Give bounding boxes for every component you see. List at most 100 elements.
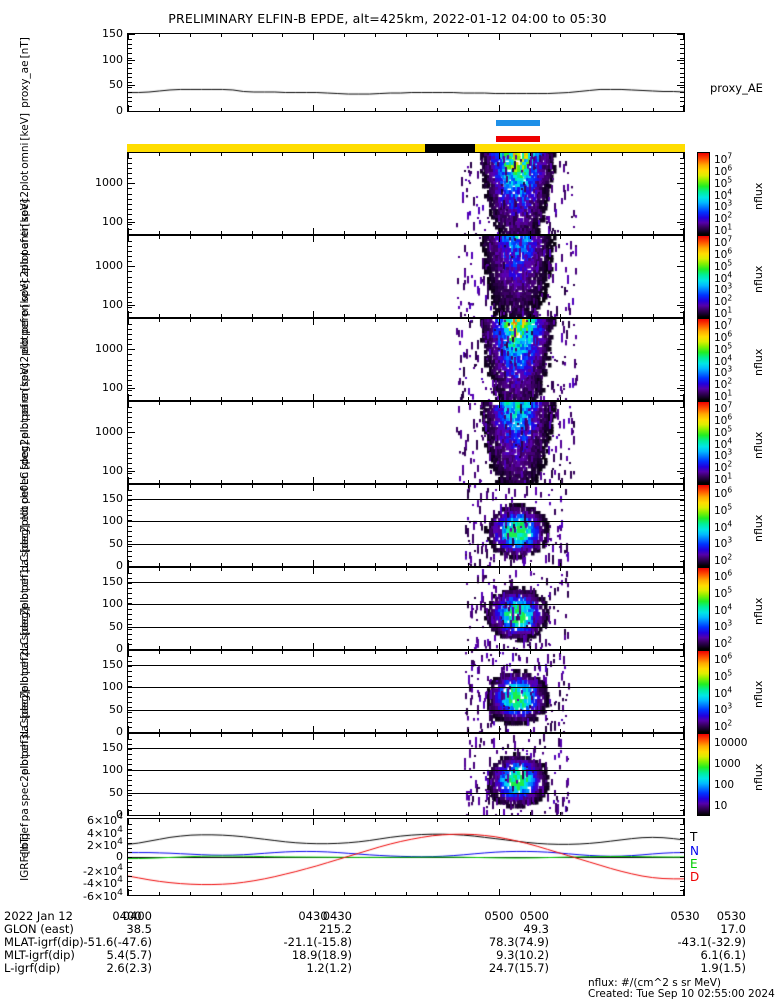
major-tick xyxy=(128,34,129,40)
minor-tick xyxy=(680,886,684,887)
minor-tick xyxy=(159,34,160,37)
minor-tick xyxy=(560,892,561,895)
minor-tick xyxy=(128,531,132,532)
minor-tick xyxy=(530,651,531,654)
minor-tick xyxy=(680,593,684,594)
tick-mark xyxy=(677,815,684,816)
minor-tick xyxy=(680,312,684,313)
colorbar-tick-label: 104 xyxy=(714,186,733,202)
minor-tick xyxy=(282,651,283,654)
igrf-legend-E: E xyxy=(690,857,698,871)
minor-tick xyxy=(468,734,469,737)
spectrogram-elb_pef_en_spec2plot_perp xyxy=(128,319,684,400)
minor-tick xyxy=(128,297,132,298)
major-tick xyxy=(313,889,314,895)
major-tick xyxy=(313,809,314,815)
minor-tick xyxy=(680,44,684,45)
y-tick-label: 4×104 xyxy=(86,823,123,840)
minor-tick xyxy=(530,319,531,322)
minor-tick xyxy=(653,734,654,737)
minor-tick xyxy=(190,651,191,654)
minor-tick xyxy=(680,106,684,107)
minor-tick xyxy=(128,780,132,781)
major-tick xyxy=(128,809,129,815)
footer-cell-time: 0530 xyxy=(716,909,746,923)
minor-tick xyxy=(680,168,684,169)
igrf-legend-N: N xyxy=(690,844,699,858)
colorbar-gradient xyxy=(698,485,709,566)
minor-tick xyxy=(128,256,132,257)
minor-tick xyxy=(680,800,684,801)
minor-tick xyxy=(680,63,684,64)
minor-tick xyxy=(159,812,160,815)
x-tick-label: 0500 xyxy=(484,909,514,923)
minor-tick xyxy=(221,236,222,239)
tick-mark xyxy=(677,305,684,306)
major-tick xyxy=(499,311,500,317)
minor-tick xyxy=(591,153,592,156)
minor-tick xyxy=(344,314,345,317)
minor-tick xyxy=(344,319,345,322)
minor-tick xyxy=(680,385,684,386)
minor-tick xyxy=(128,266,132,267)
minor-tick xyxy=(128,360,132,361)
minor-tick xyxy=(622,402,623,405)
major-tick xyxy=(128,889,129,895)
minor-tick xyxy=(128,634,132,635)
minor-tick xyxy=(344,819,345,822)
major-tick xyxy=(683,402,684,408)
minor-tick xyxy=(159,734,160,737)
minor-tick xyxy=(468,314,469,317)
igrf-legend-D: D xyxy=(690,870,700,884)
major-tick xyxy=(499,228,500,234)
minor-tick xyxy=(468,651,469,654)
gridline xyxy=(128,793,684,794)
colorbar-gradient xyxy=(698,153,709,234)
minor-tick xyxy=(560,729,561,732)
minor-tick xyxy=(190,485,191,488)
minor-tick xyxy=(680,241,684,242)
colorbar-axis-label: nflux xyxy=(752,763,765,791)
minor-tick xyxy=(437,651,438,654)
minor-tick xyxy=(128,77,132,78)
minor-tick xyxy=(375,402,376,405)
minor-tick xyxy=(375,314,376,317)
colorbar-elb_pef_pa_spec2plot_ch3LC xyxy=(697,733,710,816)
minor-tick xyxy=(344,231,345,234)
colorbar-tick-label: 105 xyxy=(714,423,733,439)
minor-tick xyxy=(128,712,132,713)
footer-cell-time: 0500 xyxy=(519,909,549,923)
minor-tick xyxy=(375,236,376,239)
colorbar-tick-label: 102 xyxy=(714,376,733,391)
minor-tick xyxy=(680,838,684,839)
minor-tick xyxy=(622,734,623,737)
minor-tick xyxy=(282,734,283,737)
major-tick xyxy=(683,726,684,732)
major-tick xyxy=(683,34,684,40)
minor-tick xyxy=(680,209,684,210)
minor-tick xyxy=(653,651,654,654)
minor-tick xyxy=(680,541,684,542)
red-interval-bar xyxy=(496,136,540,142)
minor-tick xyxy=(128,852,132,853)
minor-tick xyxy=(680,427,684,428)
minor-tick xyxy=(375,734,376,737)
minor-tick xyxy=(128,463,132,464)
footer-row-label: MLAT-igrf(dip) xyxy=(4,935,84,949)
minor-tick xyxy=(406,646,407,649)
colorbar-axis-label: nflux xyxy=(752,597,765,625)
minor-tick xyxy=(591,646,592,649)
minor-tick xyxy=(190,153,191,156)
minor-tick xyxy=(530,734,531,737)
footer-cell-l: 2.6(2.3) xyxy=(106,961,152,975)
colorbar-tick-label: 102 xyxy=(714,551,733,567)
minor-tick xyxy=(221,563,222,566)
minor-tick xyxy=(680,666,684,667)
minor-tick xyxy=(128,395,132,396)
y-tick-label: 0 xyxy=(116,559,123,572)
major-tick xyxy=(683,809,684,815)
major-tick xyxy=(499,734,500,740)
major-tick xyxy=(499,651,500,657)
minor-tick xyxy=(282,563,283,566)
minor-tick xyxy=(344,568,345,571)
